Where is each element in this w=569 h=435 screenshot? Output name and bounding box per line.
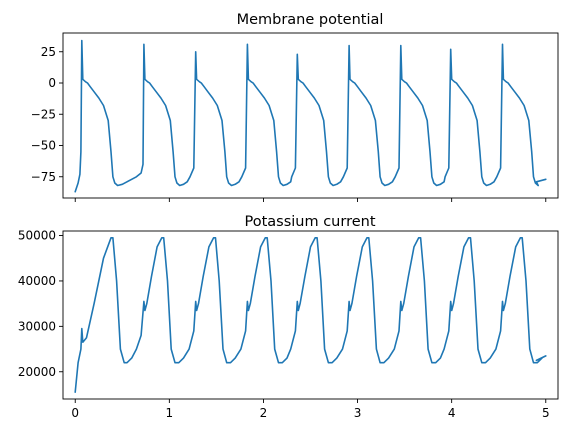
potassium-current-x-tick-label: 3	[354, 406, 362, 420]
potassium-current-y-tick-label: 50000	[18, 229, 56, 243]
potassium-current-panel: Potassium current 50000 40000 30000 20000 0…	[18, 214, 559, 420]
potassium-current-x-tick-label: 2	[260, 406, 268, 420]
membrane-potential-y-tick-label: −75	[31, 170, 56, 184]
potassium-current-line	[74, 237, 547, 393]
potassium-current-x-tick-label: 1	[166, 406, 174, 420]
potassium-current-x-ticks: 0 1 2 3 4 5	[71, 399, 550, 420]
membrane-potential-y-tick-label: −50	[31, 139, 56, 153]
membrane-potential-title: Membrane potential	[237, 12, 384, 28]
membrane-potential-axes-frame	[62, 32, 559, 199]
potassium-current-y-tick-label: 40000	[18, 274, 56, 288]
membrane-potential-line	[74, 39, 547, 193]
potassium-current-x-tick-label: 4	[448, 406, 456, 420]
membrane-potential-x-ticks	[74, 198, 547, 202]
membrane-potential-panel: Membrane potential 25 0 −25 −50 −75	[31, 12, 559, 202]
potassium-current-y-tick-label: 30000	[18, 319, 56, 333]
potassium-current-y-ticks: 50000 40000 30000 20000	[18, 229, 63, 379]
membrane-potential-y-tick-label: 25	[41, 45, 56, 59]
potassium-current-title: Potassium current	[244, 214, 375, 230]
potassium-current-x-tick-label: 5	[542, 406, 550, 420]
potassium-current-axes-frame	[62, 230, 559, 400]
membrane-potential-series	[74, 39, 547, 193]
potassium-current-series	[74, 237, 547, 393]
membrane-potential-y-ticks: 25 0 −25 −50 −75	[31, 45, 63, 184]
potassium-current-y-tick-label: 20000	[18, 365, 56, 379]
membrane-potential-y-tick-label: −25	[31, 107, 56, 121]
membrane-potential-y-tick-label: 0	[48, 76, 56, 90]
potassium-current-x-tick-label: 0	[71, 406, 79, 420]
